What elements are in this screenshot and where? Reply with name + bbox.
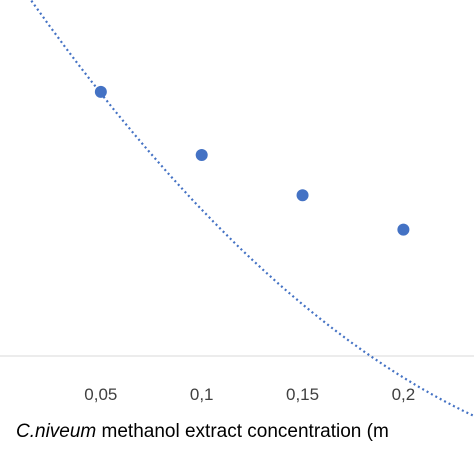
data-point <box>296 189 309 202</box>
data-point <box>397 223 410 236</box>
x-axis-label: C.niveum methanol extract concentration … <box>16 421 389 442</box>
x-tick-label: 0,2 <box>392 385 416 404</box>
trendline <box>29 0 474 417</box>
data-points <box>94 85 410 236</box>
data-point <box>94 85 107 98</box>
data-point <box>195 149 208 162</box>
x-tick-label: 0,15 <box>286 385 319 404</box>
x-tick-labels: 0,05 0,1 0,15 0,2 <box>84 385 415 404</box>
x-tick-label: 0,1 <box>190 385 214 404</box>
x-axis-label-rest: methanol extract concentration (m <box>96 421 389 442</box>
plot-area <box>0 0 474 417</box>
x-tick-label: 0,05 <box>84 385 117 404</box>
x-axis-label-species: C.niveum <box>16 421 96 442</box>
